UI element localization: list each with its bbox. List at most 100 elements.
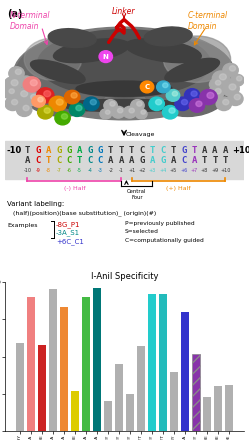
Text: A: A [171,156,176,165]
Text: G: G [56,146,62,154]
Circle shape [49,96,66,111]
Bar [192,354,200,431]
Circle shape [4,77,21,92]
Circle shape [76,105,82,111]
Text: -4: -4 [88,168,92,173]
Text: +3: +3 [149,168,156,173]
Text: G: G [35,146,41,154]
Bar [71,391,79,431]
Text: T: T [223,156,228,165]
Circle shape [215,88,221,94]
Circle shape [90,99,96,105]
Text: C: C [87,156,93,165]
Text: -3: -3 [98,168,103,173]
Ellipse shape [31,60,85,84]
Text: A: A [191,156,197,165]
Circle shape [237,76,242,81]
Bar [5,141,244,179]
Circle shape [19,76,33,88]
Text: T: T [77,156,82,165]
Text: +5: +5 [170,168,177,173]
Ellipse shape [62,99,187,112]
Text: A: A [150,156,155,165]
Text: -2: -2 [108,168,113,173]
Circle shape [185,88,200,102]
Circle shape [191,91,197,96]
Circle shape [228,92,243,106]
Circle shape [32,95,45,107]
Circle shape [112,106,125,118]
Ellipse shape [15,40,111,117]
Text: Linker: Linker [112,7,136,16]
Circle shape [169,108,175,113]
Text: -5: -5 [77,168,82,173]
Text: T: T [212,156,218,165]
Circle shape [222,81,239,96]
Text: C: C [66,156,72,165]
Circle shape [64,90,80,104]
Circle shape [129,108,134,113]
Text: Variant labeling:: Variant labeling: [7,201,64,207]
Circle shape [15,69,21,74]
Ellipse shape [144,27,192,46]
Bar [214,386,222,431]
Circle shape [131,99,144,111]
Text: T: T [108,146,114,154]
Circle shape [62,114,67,119]
Bar [49,290,57,431]
Circle shape [25,78,31,83]
Bar [82,297,90,431]
Text: (-) Half: (-) Half [63,186,85,191]
Text: Central
Four: Central Four [127,189,146,200]
Circle shape [182,99,187,105]
Bar [38,345,46,431]
Circle shape [172,92,178,96]
Circle shape [30,80,37,86]
Bar [27,297,35,431]
Circle shape [229,84,236,90]
Circle shape [207,92,214,99]
Text: G: G [181,146,187,154]
Circle shape [123,106,136,118]
Circle shape [208,86,224,99]
Text: T: T [25,146,30,154]
Text: T: T [46,156,51,165]
Text: A: A [25,156,30,165]
Text: -10: -10 [23,168,31,173]
Text: S=selected: S=selected [125,229,159,235]
Text: C: C [144,84,150,90]
Bar [16,343,24,431]
Circle shape [189,99,205,112]
Text: A: A [129,156,134,165]
Circle shape [110,102,115,106]
Text: C: C [139,146,145,154]
Circle shape [200,89,217,105]
Text: -6: -6 [67,168,71,173]
Bar [60,307,68,431]
Text: Cleavage: Cleavage [126,132,155,137]
Text: +6C_C1: +6C_C1 [56,238,84,245]
Text: G: G [66,146,72,154]
Text: +8: +8 [201,168,208,173]
Circle shape [157,81,170,93]
Circle shape [229,66,236,71]
Text: (a): (a) [7,9,22,18]
Ellipse shape [24,38,82,80]
Circle shape [14,88,31,103]
Text: T: T [129,146,134,154]
Text: -10: -10 [7,146,22,154]
Circle shape [223,99,229,105]
Circle shape [196,101,202,106]
Text: C-terminal
Domain: C-terminal Domain [187,11,228,30]
Bar [126,394,134,431]
Text: -8: -8 [46,168,51,173]
Circle shape [23,77,41,92]
Circle shape [166,89,180,101]
Text: +2: +2 [138,168,146,173]
Text: N: N [103,54,109,60]
Text: T: T [150,146,155,154]
Text: -9: -9 [36,168,40,173]
Text: N-terminal
Domain: N-terminal Domain [10,11,50,30]
Text: T: T [119,146,124,154]
Text: (half)(position)(base substitution)_ (origin)(#): (half)(position)(base substitution)_ (or… [13,210,156,216]
